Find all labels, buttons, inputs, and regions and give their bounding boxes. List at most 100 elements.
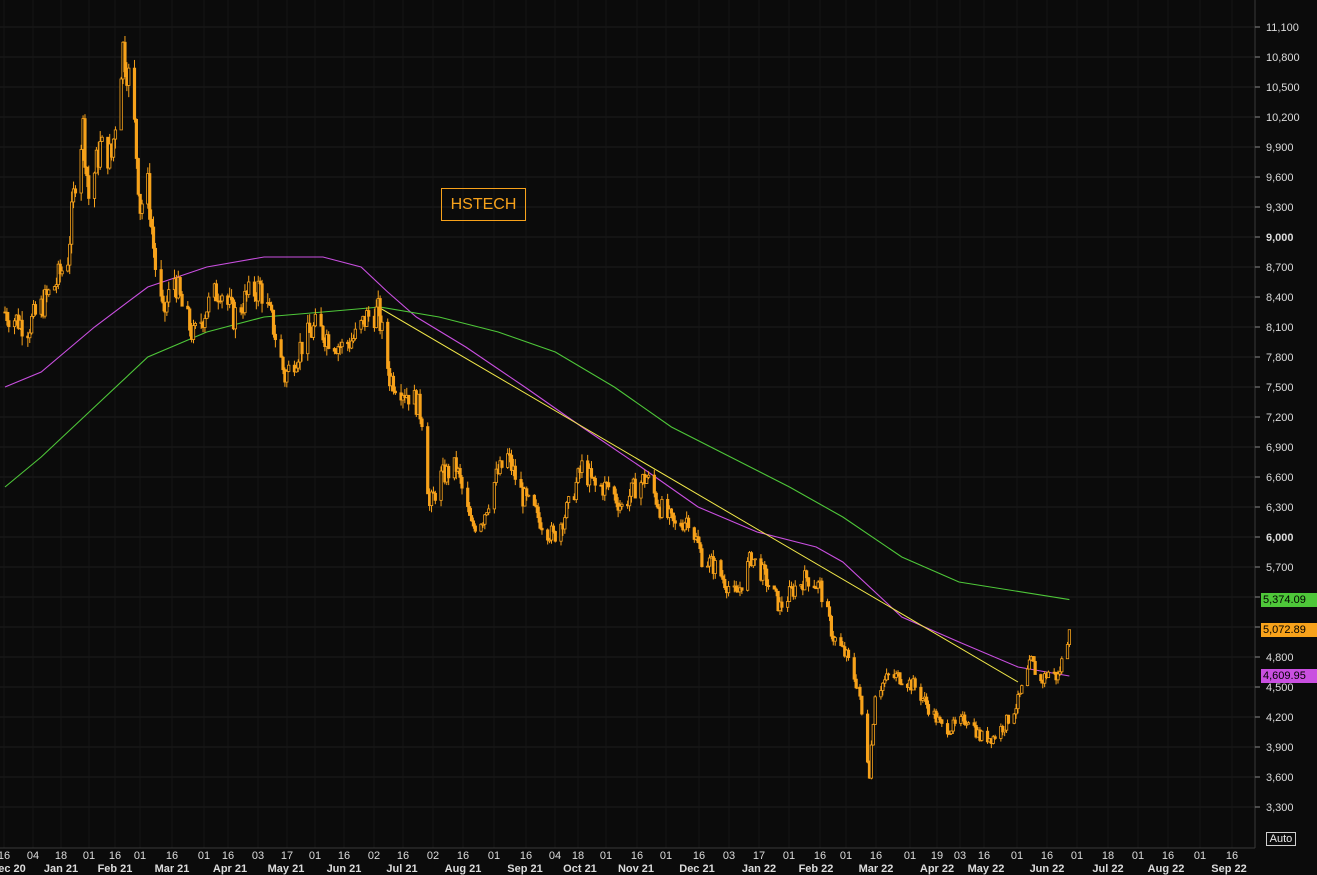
candle-body	[574, 481, 578, 501]
auto-scale-button[interactable]: Auto	[1266, 832, 1296, 846]
candle-body	[963, 714, 967, 725]
candle-body	[346, 341, 350, 345]
candle-body	[580, 460, 584, 473]
y-tick-label: 6,000	[1266, 532, 1294, 544]
candle-body	[165, 301, 169, 313]
candle-body	[576, 468, 580, 483]
candle-body	[833, 637, 837, 642]
x-day-label: 16	[457, 850, 469, 862]
candle-body	[940, 719, 944, 724]
x-day-label: 16	[978, 850, 990, 862]
candle-body	[468, 506, 472, 516]
candle-body	[513, 465, 517, 480]
x-month-label: Mar 22	[859, 863, 894, 875]
candle-body	[220, 295, 224, 302]
x-day-label: 01	[309, 850, 321, 862]
x-month-label: Feb 22	[799, 863, 834, 875]
candle-body	[481, 523, 485, 526]
candle-body	[191, 325, 196, 340]
candle-body	[73, 188, 78, 194]
candle-body	[70, 201, 74, 245]
candle-body	[228, 296, 232, 305]
candle-body	[618, 505, 622, 511]
candle-body	[774, 588, 778, 592]
x-month-label: Oct 21	[563, 863, 597, 875]
moving-average-lines	[4, 256, 1070, 677]
downtrend-line	[377, 306, 1019, 683]
candle-body	[999, 726, 1003, 739]
candle-body	[627, 495, 632, 507]
y-tick-label: 9,600	[1266, 172, 1294, 184]
candle-body	[820, 580, 824, 603]
candle-body	[85, 166, 89, 177]
candle-body	[239, 307, 243, 313]
candle-body	[723, 578, 727, 589]
candle-body	[20, 319, 24, 337]
y-tick-label: 9,300	[1266, 202, 1294, 214]
candle-body	[913, 678, 917, 688]
candle-body	[30, 315, 34, 334]
candle-body	[591, 476, 595, 479]
candle-body	[332, 348, 337, 352]
y-tick-label: 6,600	[1266, 472, 1294, 484]
candle-body	[153, 247, 158, 270]
candle-body	[351, 338, 356, 342]
candle-body	[593, 477, 597, 486]
candle-body	[869, 744, 873, 779]
candle-body	[507, 453, 512, 456]
candle-body	[180, 293, 184, 307]
candle-body	[854, 678, 858, 689]
candle-body	[919, 686, 923, 701]
candle-body	[620, 503, 624, 507]
candle-body	[780, 601, 784, 608]
candle-body	[300, 341, 304, 355]
candle-body	[287, 364, 291, 372]
x-day-label: 16	[631, 850, 643, 862]
candle-body	[607, 482, 611, 488]
x-month-label: Jul 21	[386, 863, 417, 875]
candle-body	[776, 590, 780, 612]
candle-body	[386, 321, 390, 369]
candle-body	[614, 493, 618, 504]
candle-body	[985, 730, 990, 743]
x-day-label: 01	[1071, 850, 1083, 862]
candle-body	[947, 733, 952, 736]
candle-body	[271, 309, 276, 335]
candle-body	[761, 564, 765, 581]
candle-body	[713, 560, 717, 574]
candle-body	[319, 313, 323, 327]
x-day-label: 01	[1132, 850, 1144, 862]
x-day-label: 03	[723, 850, 735, 862]
candle-body	[494, 468, 498, 483]
candle-body	[71, 188, 76, 203]
candle-body	[900, 683, 904, 686]
candle-body	[260, 283, 264, 304]
x-day-label: 16	[338, 850, 350, 862]
candle-body	[321, 325, 325, 341]
candle-body	[258, 280, 262, 285]
candle-body	[692, 527, 696, 540]
candle-body	[447, 465, 451, 479]
candle-body	[127, 67, 131, 86]
x-month-label: Mar 21	[155, 863, 190, 875]
x-month-label: Apr 21	[213, 863, 247, 875]
candle-body	[167, 289, 171, 303]
candle-body	[294, 367, 298, 373]
candle-body	[734, 585, 738, 592]
candle-body	[378, 298, 382, 331]
candle-body	[825, 601, 830, 608]
candle-body	[311, 325, 316, 338]
candle-body	[469, 515, 474, 522]
candle-body	[79, 149, 83, 194]
candle-body	[273, 333, 277, 341]
candle-body	[953, 719, 957, 724]
candle-body	[1039, 674, 1043, 682]
candle-body	[683, 522, 687, 531]
candle-body	[188, 308, 192, 331]
price-candles	[3, 35, 1072, 780]
candle-body	[52, 286, 57, 291]
x-day-label: 01	[83, 850, 95, 862]
candle-body	[964, 723, 969, 726]
candle-body	[679, 522, 683, 527]
